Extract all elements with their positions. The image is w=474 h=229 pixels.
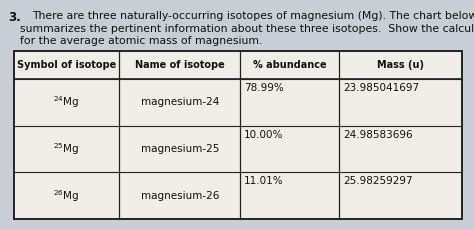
Text: magnesium-26: magnesium-26 xyxy=(141,191,219,201)
Text: Name of isotope: Name of isotope xyxy=(135,60,225,70)
Text: $^{24}$Mg: $^{24}$Mg xyxy=(54,94,80,110)
Text: magnesium-24: magnesium-24 xyxy=(141,97,219,107)
Bar xyxy=(14,51,462,219)
Text: 3.: 3. xyxy=(8,11,21,24)
Text: 10.00%: 10.00% xyxy=(244,130,283,140)
Text: Symbol of isotope: Symbol of isotope xyxy=(17,60,116,70)
Text: magnesium-25: magnesium-25 xyxy=(141,144,219,154)
Text: 24.98583696: 24.98583696 xyxy=(343,130,412,140)
Text: 78.99%: 78.99% xyxy=(244,83,284,93)
Text: $^{26}$Mg: $^{26}$Mg xyxy=(54,188,80,204)
Text: 25.98259297: 25.98259297 xyxy=(343,176,412,186)
Text: for the average atomic mass of magnesium.: for the average atomic mass of magnesium… xyxy=(20,36,263,46)
Text: 11.01%: 11.01% xyxy=(244,176,284,186)
Bar xyxy=(14,51,462,219)
Text: 23.985041697: 23.985041697 xyxy=(343,83,419,93)
Text: summarizes the pertinent information about these three isotopes.  Show the calcu: summarizes the pertinent information abo… xyxy=(20,24,474,34)
Text: % abundance: % abundance xyxy=(253,60,326,70)
Text: $^{25}$Mg: $^{25}$Mg xyxy=(54,141,80,157)
Text: Mass (u): Mass (u) xyxy=(377,60,424,70)
Text: There are three naturally-occurring isotopes of magnesium (Mg). The chart below: There are three naturally-occurring isot… xyxy=(32,11,474,21)
